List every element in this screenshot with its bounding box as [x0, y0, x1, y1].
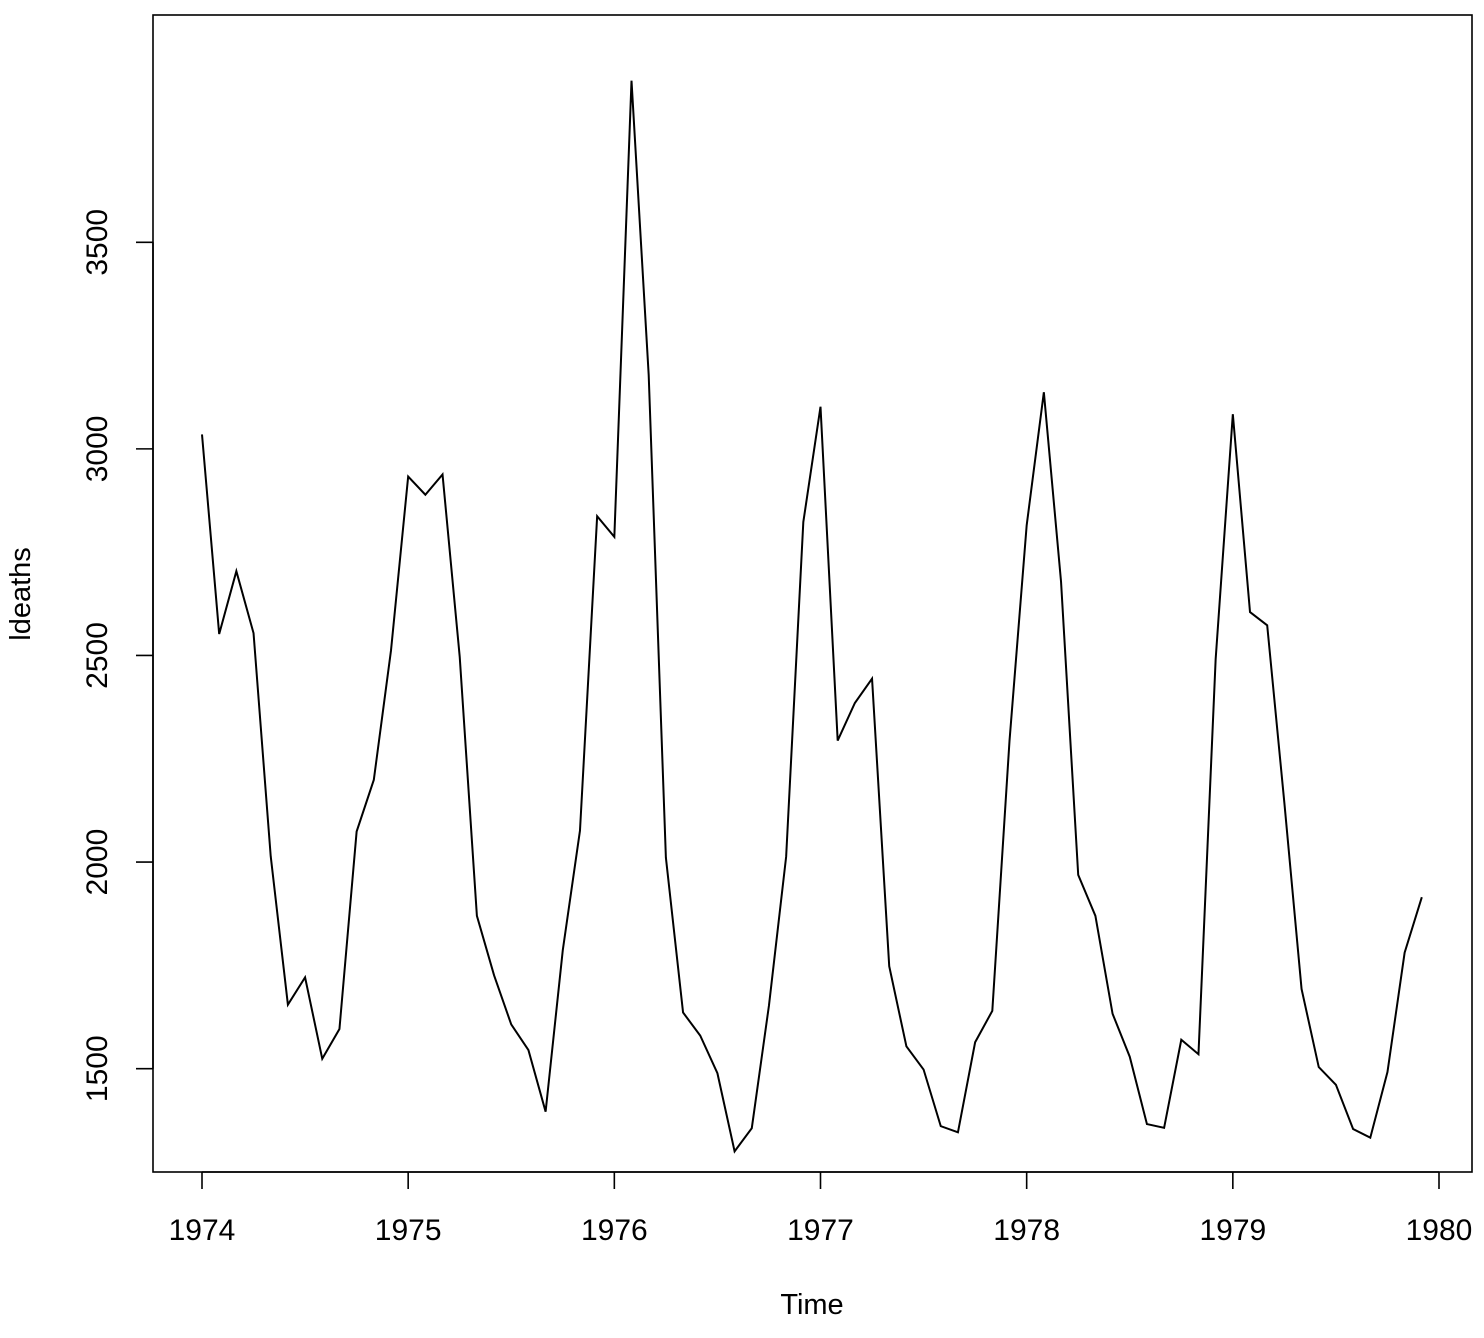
x-tick-label: 1977	[787, 1214, 854, 1247]
plot-frame	[152, 14, 1473, 1173]
y-tick-label: 3500	[81, 209, 114, 276]
x-tick-label: 1979	[1199, 1214, 1266, 1247]
x-axis: 1974 1975 1976 1977 1978 1979 1980	[169, 1171, 1473, 1247]
y-axis: 1500 2000 2500 3000 3500	[81, 209, 154, 1102]
x-tick-label: 1980	[1406, 1214, 1473, 1247]
y-tick-label: 3000	[81, 416, 114, 483]
series-layer	[201, 80, 1423, 1154]
x-tick-label: 1978	[993, 1214, 1060, 1247]
x-tick-label: 1976	[581, 1214, 648, 1247]
y-tick-label: 1500	[81, 1035, 114, 1102]
y-axis-title: ldeaths	[5, 547, 37, 641]
series-line	[201, 80, 1423, 1154]
y-tick-label: 2500	[81, 622, 114, 689]
x-axis-title: Time	[780, 1289, 843, 1321]
x-tick-label: 1974	[169, 1214, 236, 1247]
y-tick-label: 2000	[81, 829, 114, 896]
x-tick-label: 1975	[375, 1214, 442, 1247]
